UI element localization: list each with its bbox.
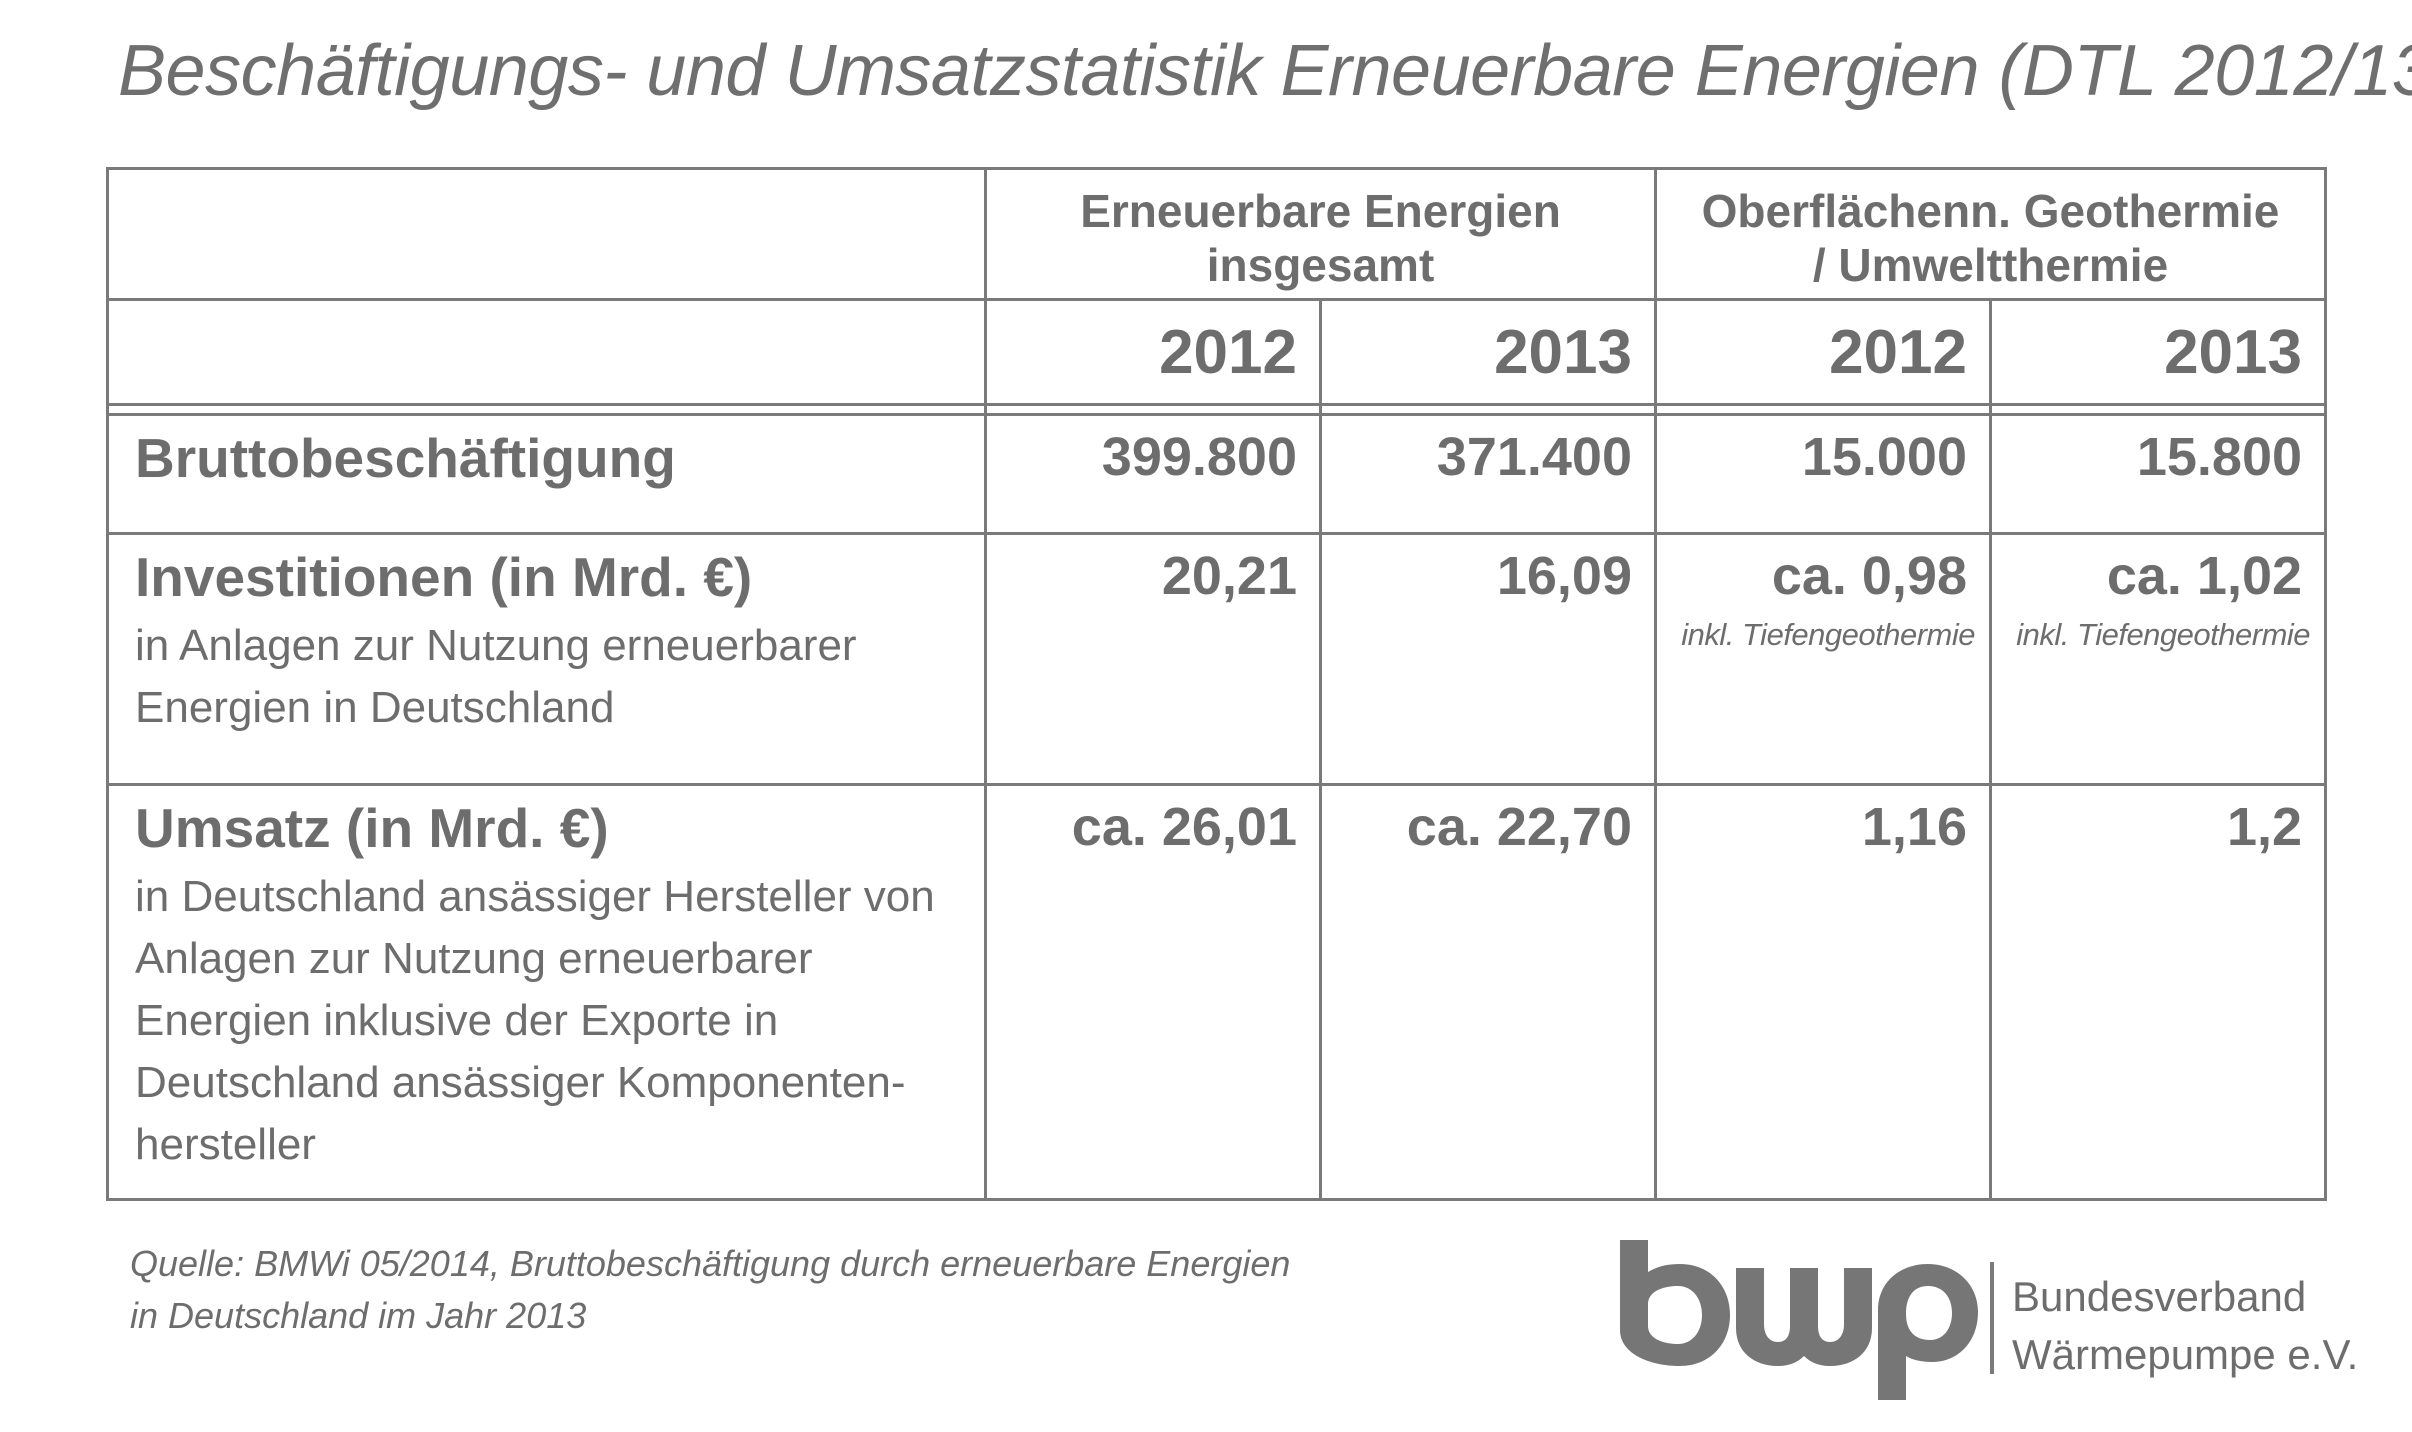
year-header-row: 2012 2013 2012 2013 xyxy=(106,298,2328,406)
table-row: Bruttobeschäftigung 399.800 371.400 15.0… xyxy=(106,413,2328,535)
year-cell: 2013 xyxy=(1988,298,2328,406)
value-cell: ca. 1,02 inkl. Tiefengeothermie xyxy=(1988,532,2328,786)
row-label: Bruttobeschäftigung xyxy=(135,427,676,489)
table-row: Umsatz (in Mrd. €) in Deutschland ansäss… xyxy=(106,783,2328,1201)
separator-cell xyxy=(1319,403,1657,416)
source-line: in Deutschland im Jahr 2013 xyxy=(130,1295,587,1336)
row-description: in Anlagen zur Nutzung erneuerbarer Ener… xyxy=(135,621,857,732)
value-cell: 399.800 xyxy=(984,413,1322,535)
bwp-logo xyxy=(1620,1240,1980,1405)
separator-cell xyxy=(1988,403,2328,416)
value-cell: 1,2 xyxy=(1988,783,2328,1201)
year-cell: 2012 xyxy=(984,298,1322,406)
value-cell: 15.000 xyxy=(1654,413,1992,535)
value-cell: 16,09 xyxy=(1319,532,1657,786)
value: 1,16 xyxy=(1861,797,1967,857)
year-label: 2013 xyxy=(2164,318,2303,387)
separator-cell xyxy=(984,403,1322,416)
value-note: inkl. Tiefengeothermie xyxy=(2016,617,2311,652)
value: 371.400 xyxy=(1436,427,1632,487)
year-cell: 2012 xyxy=(1654,298,1992,406)
group-header-renewables: Erneuerbare Energien insgesamt xyxy=(984,167,1657,301)
empty-label-cell xyxy=(106,298,987,406)
value: ca. 1,02 xyxy=(2106,546,2303,606)
logo-text-line: Wärmepumpe e.V. xyxy=(2012,1331,2359,1378)
row-label-cell: Investitionen (in Mrd. €) in Anlagen zur… xyxy=(106,532,987,786)
value: 16,09 xyxy=(1496,546,1632,606)
row-label: Investitionen (in Mrd. €) xyxy=(135,546,753,608)
separator-cell xyxy=(1654,403,1992,416)
value-cell: 15.800 xyxy=(1988,413,2328,535)
value: ca. 22,70 xyxy=(1406,797,1632,857)
value: 15.000 xyxy=(1801,427,1967,487)
group-header-line: / Umweltthermie xyxy=(1812,239,2169,291)
row-label-cell: Umsatz (in Mrd. €) in Deutschland ansäss… xyxy=(106,783,987,1201)
year-cell: 2013 xyxy=(1319,298,1657,406)
separator-cell xyxy=(106,403,987,416)
value-note: inkl. Tiefengeothermie xyxy=(1681,617,1975,652)
value-cell: 20,21 xyxy=(984,532,1322,786)
logo-text-line: Bundesverband xyxy=(2012,1273,2307,1320)
year-label: 2012 xyxy=(1829,318,1967,387)
group-header-row: Erneuerbare Energien insgesamt Oberfläch… xyxy=(106,167,2328,301)
row-label: Umsatz (in Mrd. €) xyxy=(135,797,609,859)
value: ca. 26,01 xyxy=(1071,797,1297,857)
value-cell: ca. 0,98 inkl. Tiefengeothermie xyxy=(1654,532,1992,786)
statistics-table: Erneuerbare Energien insgesamt Oberfläch… xyxy=(106,167,2328,1201)
group-header-line: Oberflächenn. Geothermie xyxy=(1701,185,2280,237)
value-cell: ca. 26,01 xyxy=(984,783,1322,1201)
source-line: Quelle: BMWi 05/2014, Bruttobeschäftigun… xyxy=(130,1243,1291,1284)
group-header-line: Erneuerbare Energien xyxy=(1080,185,1561,237)
row-label-cell: Bruttobeschäftigung xyxy=(106,413,987,535)
group-header-line: insgesamt xyxy=(1206,239,1435,291)
value: 399.800 xyxy=(1101,427,1297,487)
value-cell: 371.400 xyxy=(1319,413,1657,535)
year-label: 2012 xyxy=(1159,318,1297,387)
value: ca. 0,98 xyxy=(1771,546,1967,606)
value: 1,2 xyxy=(2226,797,2303,857)
value-cell: ca. 22,70 xyxy=(1319,783,1657,1201)
page-title: Beschäftigungs- und Umsatzstatistik Erne… xyxy=(118,31,2412,111)
row-description: in Deutschland ansässiger Hersteller von… xyxy=(135,872,935,1169)
separator-row xyxy=(106,403,2328,416)
year-label: 2013 xyxy=(1494,318,1632,387)
bwp-logo-mark xyxy=(1620,1240,1978,1400)
value: 15.800 xyxy=(2136,427,2303,487)
logo-divider xyxy=(1990,1262,1994,1374)
group-header-geothermal: Oberflächenn. Geothermie / Umweltthermie xyxy=(1653,167,2328,301)
logo-org-name: Bundesverband Wärmepumpe e.V. xyxy=(2012,1268,2358,1384)
empty-corner-cell xyxy=(106,167,987,301)
value-cell: 1,16 xyxy=(1654,783,1992,1201)
value: 20,21 xyxy=(1161,546,1297,606)
table-row: Investitionen (in Mrd. €) in Anlagen zur… xyxy=(106,532,2328,786)
source-citation: Quelle: BMWi 05/2014, Bruttobeschäftigun… xyxy=(130,1238,1430,1342)
